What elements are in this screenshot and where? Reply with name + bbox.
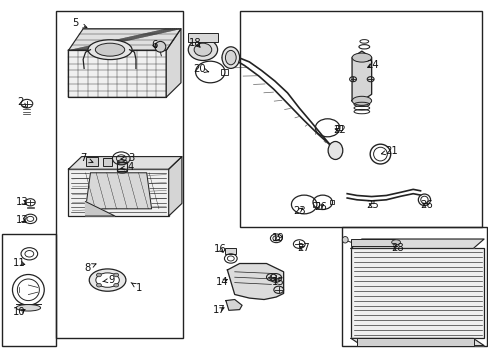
- Text: 20: 20: [193, 64, 208, 74]
- Text: 4: 4: [121, 162, 134, 172]
- Text: 6: 6: [151, 40, 158, 50]
- Ellipse shape: [89, 269, 126, 291]
- Ellipse shape: [225, 50, 236, 65]
- Text: 11: 11: [13, 258, 26, 268]
- Polygon shape: [227, 264, 283, 300]
- Text: 15: 15: [271, 276, 284, 287]
- Text: 9: 9: [102, 275, 115, 285]
- Text: 12: 12: [16, 215, 28, 225]
- Ellipse shape: [342, 237, 347, 243]
- Ellipse shape: [351, 53, 371, 62]
- Text: 2: 2: [17, 96, 26, 108]
- Bar: [239, 11, 481, 227]
- Circle shape: [96, 283, 101, 287]
- Text: 26: 26: [419, 200, 432, 210]
- Bar: [117, 162, 127, 171]
- Circle shape: [188, 39, 217, 60]
- Text: 18: 18: [189, 38, 202, 48]
- Bar: [68, 50, 166, 97]
- Text: 25: 25: [366, 200, 378, 210]
- Polygon shape: [168, 157, 182, 216]
- Bar: [188, 33, 217, 42]
- Ellipse shape: [95, 43, 124, 56]
- Ellipse shape: [155, 41, 165, 52]
- Text: 3: 3: [121, 153, 134, 163]
- Bar: [336, 125, 342, 130]
- Bar: [342, 227, 486, 346]
- Polygon shape: [68, 29, 181, 50]
- Ellipse shape: [327, 141, 342, 159]
- Ellipse shape: [88, 40, 132, 59]
- Text: 27: 27: [296, 243, 309, 253]
- Polygon shape: [351, 51, 371, 101]
- Bar: [56, 11, 183, 338]
- Polygon shape: [85, 202, 115, 216]
- Polygon shape: [350, 239, 483, 248]
- Bar: [329, 200, 334, 204]
- Bar: [350, 248, 483, 338]
- Polygon shape: [166, 29, 181, 97]
- Bar: [85, 157, 98, 166]
- Text: 19: 19: [271, 233, 284, 243]
- Text: 7: 7: [80, 153, 93, 163]
- Text: 23: 23: [292, 206, 305, 216]
- Text: 16: 16: [213, 244, 226, 254]
- Polygon shape: [68, 157, 182, 169]
- Ellipse shape: [16, 305, 41, 311]
- Text: 17: 17: [212, 305, 225, 315]
- Text: 28: 28: [390, 243, 403, 253]
- Text: 1: 1: [131, 283, 142, 293]
- Ellipse shape: [96, 273, 119, 287]
- Bar: [356, 338, 473, 346]
- Ellipse shape: [391, 240, 400, 245]
- Bar: [2, 234, 56, 346]
- Circle shape: [194, 43, 211, 56]
- Text: 8: 8: [84, 263, 96, 273]
- Bar: [312, 202, 319, 207]
- Bar: [220, 69, 227, 75]
- Text: 10: 10: [13, 307, 26, 318]
- Text: 14: 14: [216, 276, 228, 287]
- Polygon shape: [350, 338, 483, 346]
- Ellipse shape: [351, 96, 371, 105]
- Bar: [68, 169, 168, 216]
- Bar: [225, 248, 236, 254]
- Bar: [350, 239, 394, 246]
- Polygon shape: [85, 173, 151, 209]
- Text: 13: 13: [16, 197, 28, 207]
- Bar: [102, 158, 112, 166]
- Circle shape: [96, 273, 101, 277]
- Text: 22: 22: [333, 125, 346, 135]
- Ellipse shape: [222, 47, 239, 68]
- Circle shape: [114, 283, 119, 287]
- Circle shape: [114, 273, 119, 277]
- Polygon shape: [225, 300, 242, 310]
- Text: 21: 21: [381, 146, 397, 156]
- Text: 26: 26: [313, 202, 326, 212]
- Text: 24: 24: [366, 60, 378, 70]
- Text: 5: 5: [72, 18, 87, 28]
